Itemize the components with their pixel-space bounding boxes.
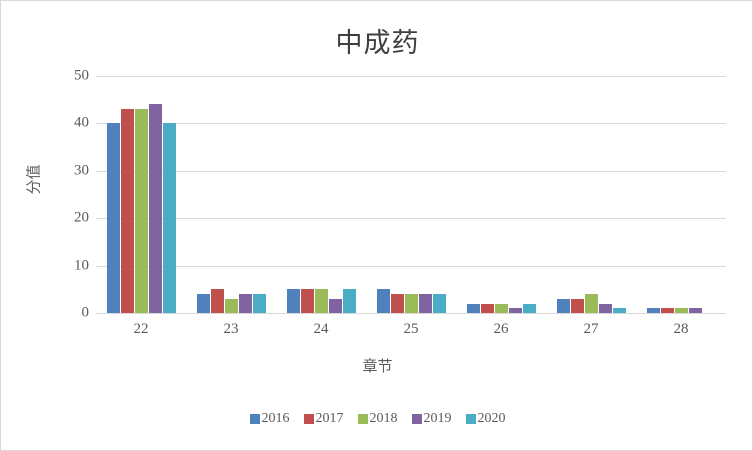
- bar[interactable]: [390, 294, 404, 313]
- bar[interactable]: [570, 298, 584, 313]
- bar-group: [366, 76, 456, 313]
- bar-group: [186, 76, 276, 313]
- legend-item[interactable]: 2017: [303, 411, 344, 427]
- y-axis-tick-labels: 0 10 20 30 40 50: [23, 68, 89, 321]
- bar-group: [96, 76, 186, 313]
- gridline: [96, 218, 726, 220]
- bar[interactable]: [328, 298, 342, 313]
- legend-item[interactable]: 2018: [357, 411, 398, 427]
- y-axis-tick-label: 40: [74, 114, 89, 131]
- legend-label: 2017: [315, 411, 344, 426]
- bar[interactable]: [598, 303, 612, 313]
- legend-item[interactable]: 2020: [465, 411, 506, 427]
- y-axis-tick-label: 20: [74, 209, 89, 226]
- x-axis-line: [96, 313, 726, 314]
- chart-title: 中成药: [335, 28, 420, 59]
- y-axis-tick-label: 30: [74, 162, 89, 179]
- x-axis-tick-label: 26: [493, 321, 509, 337]
- x-axis-tick-label: 27: [583, 321, 599, 337]
- bar[interactable]: [238, 294, 252, 313]
- bar[interactable]: [432, 294, 446, 313]
- legend-label: 2020: [477, 411, 506, 426]
- y-axis-tick-label: 50: [74, 67, 89, 84]
- bar[interactable]: [494, 303, 508, 313]
- y-axis-tick-label: 0: [81, 304, 90, 321]
- bar[interactable]: [556, 298, 570, 313]
- gridline: [96, 170, 726, 172]
- bar[interactable]: [584, 294, 598, 313]
- legend-swatch: [249, 414, 260, 424]
- bar[interactable]: [314, 289, 328, 313]
- bar[interactable]: [404, 294, 418, 313]
- bar[interactable]: [196, 294, 210, 313]
- bar[interactable]: [210, 289, 224, 313]
- legend-swatch: [357, 414, 368, 424]
- legend-item[interactable]: 2019: [411, 411, 452, 427]
- bar[interactable]: [466, 303, 480, 313]
- plot-area: [96, 76, 726, 314]
- legend-label: 2019: [423, 411, 452, 426]
- bar[interactable]: [674, 308, 688, 313]
- legend-label: 2018: [369, 411, 398, 426]
- x-axis-tick-label: 28: [673, 321, 689, 337]
- bar[interactable]: [286, 289, 300, 313]
- gridline: [96, 76, 726, 77]
- bar-group: [546, 76, 636, 313]
- bar-group: [276, 76, 366, 313]
- chart-legend: 2016 2017 2018 2019 2020: [1, 411, 752, 427]
- bar[interactable]: [148, 104, 162, 313]
- bar[interactable]: [612, 308, 626, 313]
- x-axis-title: 章节: [362, 357, 393, 375]
- bar[interactable]: [688, 308, 702, 313]
- x-axis-tick-label: 23: [223, 321, 239, 337]
- gridline: [96, 123, 726, 125]
- x-axis-tick-label: 24: [313, 321, 329, 337]
- legend-label: 2016: [261, 411, 290, 426]
- bar[interactable]: [300, 289, 314, 313]
- bar[interactable]: [134, 109, 148, 313]
- legend-item[interactable]: 2016: [249, 411, 290, 427]
- bar[interactable]: [480, 303, 494, 313]
- bar[interactable]: [508, 308, 522, 313]
- bar[interactable]: [106, 123, 120, 313]
- bar[interactable]: [418, 294, 432, 313]
- legend-swatch: [303, 414, 314, 424]
- gridline: [96, 265, 726, 267]
- y-axis-tick-label: 10: [74, 257, 89, 274]
- legend-swatch: [411, 414, 422, 424]
- bar-group: [456, 76, 546, 313]
- bar-group: [636, 76, 726, 313]
- bar[interactable]: [522, 303, 536, 313]
- bar[interactable]: [120, 109, 134, 313]
- legend-swatch: [465, 414, 476, 424]
- bar[interactable]: [660, 308, 674, 313]
- bar[interactable]: [342, 289, 356, 313]
- bar[interactable]: [162, 123, 176, 313]
- x-axis-tick-label: 25: [403, 321, 419, 337]
- bar[interactable]: [646, 308, 660, 313]
- x-axis-tick-label: 22: [133, 321, 149, 337]
- bar[interactable]: [224, 298, 238, 313]
- bar[interactable]: [252, 294, 266, 313]
- bar[interactable]: [376, 289, 390, 313]
